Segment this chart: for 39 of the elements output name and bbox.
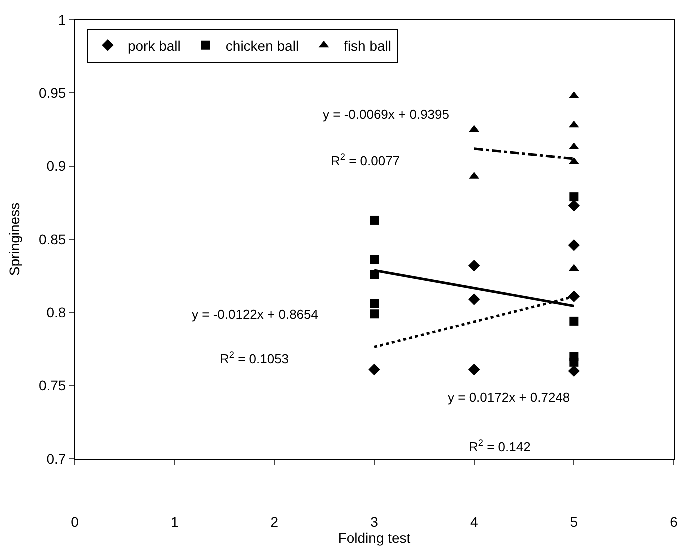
annotation: y = -0.0069x + 0.9395: [323, 107, 450, 122]
point: [468, 260, 480, 272]
point: [370, 299, 379, 308]
x-tick-label: 5: [570, 514, 578, 530]
annotation: R$^{2}$ = 0.1053: [220, 350, 290, 366]
point: [368, 364, 380, 376]
point: [370, 255, 379, 264]
point: [370, 310, 379, 319]
point: [468, 364, 480, 376]
x-tick-label: 1: [170, 514, 179, 530]
point: [570, 358, 579, 367]
annotation: R$^{2}$ = 0.142: [469, 438, 531, 454]
y-tick-label: 0.85: [38, 231, 66, 248]
legend-label: chicken ball: [226, 38, 300, 54]
point: [370, 216, 379, 225]
y-tick-label: 0.75: [38, 378, 66, 394]
y-tick-label: 0.95: [38, 85, 66, 102]
legend-label: fish ball: [344, 38, 392, 54]
point: [568, 290, 580, 302]
x-tick-label: 3: [370, 514, 379, 530]
y-tick-label: 0.8: [46, 304, 66, 321]
annotation: R$^{2}$ = 0.0077: [331, 152, 400, 168]
y-tick-label: 1: [58, 12, 66, 28]
x-tick-label: 6: [670, 514, 678, 530]
y-tick-label: 0.7: [46, 450, 66, 467]
point: [568, 365, 580, 378]
x-tick-label: 2: [270, 514, 279, 530]
x-tick-label: 0: [71, 514, 80, 530]
point: [468, 294, 480, 306]
point: [570, 192, 579, 202]
x-axis-title: Folding test: [338, 530, 411, 546]
annotation: y = -0.0122x + 0.8654: [192, 307, 318, 322]
annotation: y = 0.0172x + 0.7248: [448, 390, 570, 405]
x-tick-label: 4: [470, 514, 478, 530]
point: [570, 316, 579, 326]
legend-label: pork ball: [128, 38, 181, 54]
point: [568, 240, 580, 252]
y-tick-label: 0.9: [46, 158, 66, 174]
y-axis-title: Springiness: [6, 202, 23, 276]
